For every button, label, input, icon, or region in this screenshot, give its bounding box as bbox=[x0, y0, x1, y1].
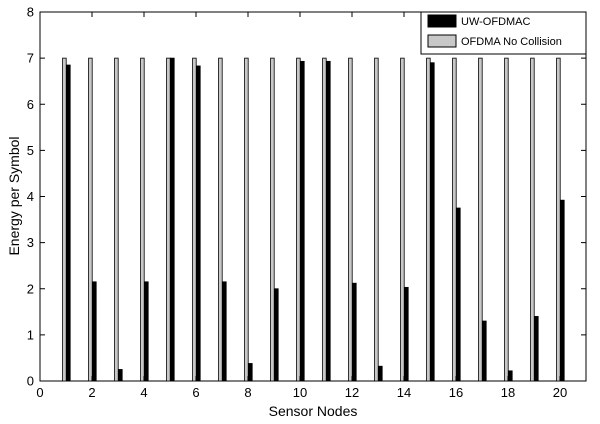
bar-uw-ofdmac-node-13 bbox=[378, 365, 383, 382]
y-tick-label-7: 7 bbox=[27, 51, 34, 66]
bar-uw-ofdmac-node-1 bbox=[66, 64, 71, 382]
legend-swatch-uw-ofdmac bbox=[427, 14, 457, 28]
x-tick-label-20: 20 bbox=[553, 385, 567, 400]
x-tick-label-12: 12 bbox=[345, 385, 359, 400]
x-tick-label-16: 16 bbox=[449, 385, 463, 400]
bar-uw-ofdmac-node-8 bbox=[248, 363, 253, 382]
x-tick-label-18: 18 bbox=[501, 385, 515, 400]
x-tick-label-14: 14 bbox=[397, 385, 411, 400]
bar-ofdma-no-collision-node-13 bbox=[374, 57, 379, 382]
bar-ofdma-no-collision-node-17 bbox=[478, 57, 483, 382]
x-tick-label-8: 8 bbox=[244, 385, 251, 400]
bar-uw-ofdmac-node-3 bbox=[118, 369, 123, 382]
bar-ofdma-no-collision-node-19 bbox=[530, 57, 535, 382]
y-tick-label-2: 2 bbox=[27, 281, 34, 296]
bar-uw-ofdmac-node-11 bbox=[326, 60, 331, 382]
y-tick-label-6: 6 bbox=[27, 97, 34, 112]
bar-uw-ofdmac-node-17 bbox=[482, 320, 487, 382]
bar-uw-ofdmac-node-18 bbox=[508, 370, 513, 382]
y-tick-label-4: 4 bbox=[27, 189, 34, 204]
x-tick-label-10: 10 bbox=[293, 385, 307, 400]
bar-ofdma-no-collision-node-6 bbox=[192, 57, 197, 382]
bar-uw-ofdmac-node-16 bbox=[456, 207, 461, 382]
bar-ofdma-no-collision-node-4 bbox=[140, 57, 145, 382]
bars-group bbox=[62, 57, 565, 382]
x-tick-label-2: 2 bbox=[88, 385, 95, 400]
bar-uw-ofdmac-node-14 bbox=[404, 286, 409, 382]
bar-ofdma-no-collision-node-1 bbox=[62, 57, 67, 382]
y-tick-label-5: 5 bbox=[27, 143, 34, 158]
legend-label-ofdma-no-collision: OFDMA No Collision bbox=[461, 36, 562, 48]
bar-uw-ofdmac-node-5 bbox=[170, 57, 175, 382]
y-tick-label-0: 0 bbox=[27, 374, 34, 389]
bar-uw-ofdmac-node-2 bbox=[92, 281, 97, 382]
y-tick-label-1: 1 bbox=[27, 327, 34, 342]
bar-uw-ofdmac-node-12 bbox=[352, 282, 357, 382]
bar-ofdma-no-collision-node-15 bbox=[426, 57, 431, 382]
plot-area bbox=[39, 11, 587, 382]
bar-uw-ofdmac-node-10 bbox=[300, 60, 305, 382]
legend-swatch-ofdma-no-collision bbox=[427, 34, 457, 48]
bar-ofdma-no-collision-node-20 bbox=[556, 57, 561, 382]
bar-ofdma-no-collision-node-8 bbox=[244, 57, 249, 382]
y-tick-label-8: 8 bbox=[27, 5, 34, 20]
bar-uw-ofdmac-node-6 bbox=[196, 65, 201, 382]
bar-ofdma-no-collision-node-5 bbox=[166, 57, 171, 382]
bar-uw-ofdmac-node-4 bbox=[144, 281, 149, 382]
x-tick-label-0: 0 bbox=[36, 385, 43, 400]
bar-ofdma-no-collision-node-3 bbox=[114, 57, 119, 382]
bar-uw-ofdmac-node-19 bbox=[534, 316, 539, 382]
bar-uw-ofdmac-node-7 bbox=[222, 281, 227, 382]
bar-ofdma-no-collision-node-18 bbox=[504, 57, 509, 382]
x-axis-label: Sensor Nodes bbox=[269, 403, 358, 419]
bar-ofdma-no-collision-node-11 bbox=[322, 57, 327, 382]
bar-ofdma-no-collision-node-12 bbox=[348, 57, 353, 382]
bar-uw-ofdmac-node-9 bbox=[274, 288, 279, 382]
legend: UW-OFDMAC OFDMA No Collision bbox=[420, 11, 587, 55]
bar-uw-ofdmac-node-15 bbox=[430, 62, 435, 382]
y-tick-label-3: 3 bbox=[27, 235, 34, 250]
bar-ofdma-no-collision-node-14 bbox=[400, 57, 405, 382]
bar-ofdma-no-collision-node-7 bbox=[218, 57, 223, 382]
bar-ofdma-no-collision-node-2 bbox=[88, 57, 93, 382]
bar-ofdma-no-collision-node-9 bbox=[270, 57, 275, 382]
x-tick-label-4: 4 bbox=[140, 385, 147, 400]
x-tick-label-6: 6 bbox=[192, 385, 199, 400]
bar-ofdma-no-collision-node-16 bbox=[452, 57, 457, 382]
y-axis-label: Energy per Symbol bbox=[6, 136, 22, 255]
legend-label-uw-ofdmac: UW-OFDMAC bbox=[461, 16, 531, 28]
bar-uw-ofdmac-node-20 bbox=[560, 199, 565, 382]
bar-ofdma-no-collision-node-10 bbox=[296, 57, 301, 382]
